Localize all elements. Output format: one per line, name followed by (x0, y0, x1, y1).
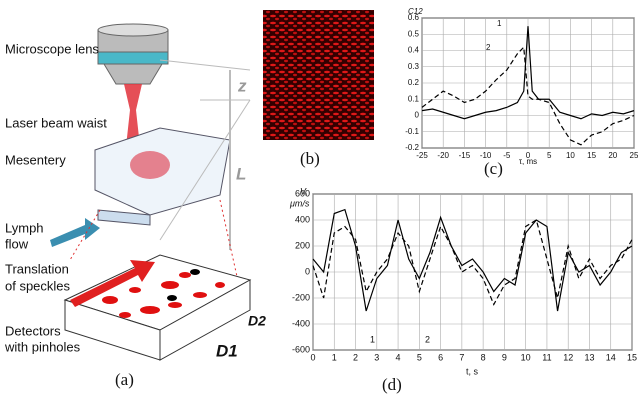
x-tick-label: 7 (459, 352, 464, 362)
y-axis-label: V, (300, 186, 308, 196)
label: D1 (216, 341, 238, 360)
x-axis-label: t, s (466, 366, 479, 376)
x-tick-label: 11 (542, 352, 551, 362)
x-tick-label: 13 (584, 352, 594, 362)
y-tick-label: -0.1 (405, 127, 419, 136)
speckle-image (263, 10, 374, 140)
y-tick-label: 0.5 (408, 29, 420, 38)
label: Lymph (5, 220, 44, 235)
x-tick-label: -15 (459, 151, 471, 160)
x-tick-label: 4 (396, 352, 401, 362)
x-tick-label: 14 (606, 352, 616, 362)
label: Microscope lens (5, 41, 99, 56)
x-tick-label: 10 (566, 151, 575, 160)
setup-drawing (50, 24, 250, 360)
panel-label: (c) (484, 159, 503, 178)
y-tick-label: -200 (292, 292, 310, 302)
x-tick-label: -20 (437, 151, 449, 160)
x-tick-label: 12 (563, 352, 573, 362)
x-tick-label: 25 (630, 151, 638, 160)
x-axis-label: τ, ms (519, 157, 537, 166)
y-tick-label: 0.3 (408, 62, 420, 71)
y-tick-label: -600 (292, 344, 310, 354)
label: with pinholes (4, 339, 81, 354)
annotation: 1 (370, 334, 375, 344)
y-tick-label: -400 (292, 318, 310, 328)
x-tick-label: 0 (310, 352, 315, 362)
label: flow (5, 236, 29, 251)
panel-label: (a) (115, 370, 134, 389)
y-tick-label: 0.1 (408, 94, 420, 103)
x-tick-label: 15 (627, 352, 637, 362)
y-tick-label: 0.2 (408, 78, 420, 87)
x-tick-label: 20 (608, 151, 617, 160)
y-tick-label: 400 (295, 214, 310, 224)
y-axis-label: C12 (408, 7, 423, 16)
x-tick-label: 15 (587, 151, 596, 160)
x-tick-label: -25 (416, 151, 428, 160)
x-tick-label: 9 (502, 352, 507, 362)
label: Translation (5, 261, 69, 276)
panel-label: (b) (300, 149, 320, 168)
x-tick-label: 5 (417, 352, 422, 362)
x-tick-label: 3 (374, 352, 379, 362)
x-tick-label: 2 (353, 352, 358, 362)
x-tick-label: 8 (481, 352, 486, 362)
label: z (237, 76, 247, 95)
label: D2 (248, 313, 266, 329)
x-tick-label: -5 (503, 151, 511, 160)
label: of speckles (5, 278, 71, 293)
x-tick-label: 6 (438, 352, 443, 362)
figure: Microscope lens Laser beam waist Mesente… (0, 0, 638, 401)
y-axis-label: μm/s (289, 198, 310, 208)
annotation: 1 (497, 19, 502, 28)
label: L (236, 164, 246, 183)
label: Detectors (5, 323, 61, 338)
label: Laser beam waist (5, 115, 107, 130)
panel-label: (d) (382, 375, 402, 394)
y-tick-label: 0 (305, 266, 310, 276)
series-line (313, 220, 632, 305)
label: Mesentery (5, 152, 66, 167)
series-line (313, 210, 632, 311)
annotation: 2 (425, 334, 430, 344)
y-tick-label: 0 (415, 111, 420, 120)
annotation: 2 (486, 43, 491, 52)
x-tick-label: 1 (332, 352, 337, 362)
x-tick-label: 5 (547, 151, 552, 160)
x-tick-label: 10 (521, 352, 531, 362)
x-tick-label: -10 (480, 151, 492, 160)
y-tick-label: 0.4 (408, 46, 420, 55)
y-tick-label: 200 (295, 240, 310, 250)
